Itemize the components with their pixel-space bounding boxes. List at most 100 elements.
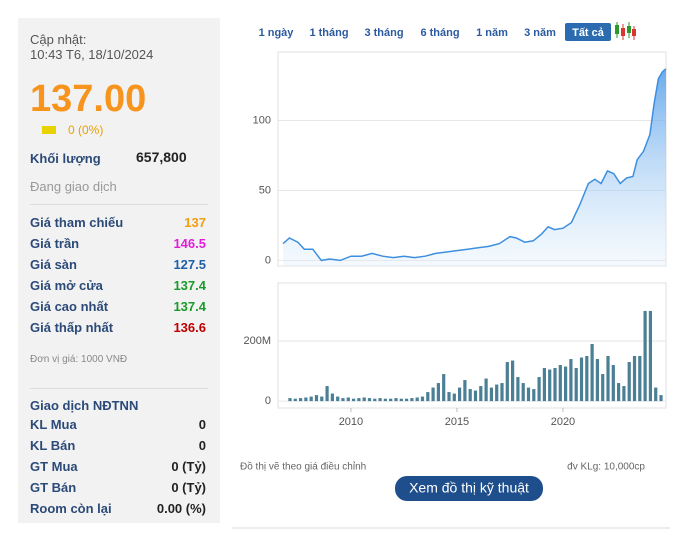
volume-bar [346,397,350,402]
volume-bar [426,392,430,402]
volume-bar [293,398,297,402]
volume-bar [585,356,589,402]
volume-bar [389,398,393,402]
volume-bar [590,343,594,402]
volume-bar [500,383,504,402]
volume-bar [431,387,435,402]
volume-bar [659,395,663,402]
volume-bar [548,369,552,402]
volume-bar [505,362,509,402]
volume-bar [574,368,578,402]
volume-bar [336,396,340,402]
row-label: Room còn lại [30,501,112,516]
volume-bar [564,366,568,402]
footer-note: Đồ thị vẽ theo giá điều chỉnh [240,461,366,473]
volume-bar [463,380,467,402]
row-label: GT Mua [30,459,78,474]
volume-label: Khối lượng [30,151,101,166]
tab[interactable]: 1 ngày [259,27,295,39]
volume-bar [394,398,398,402]
tab[interactable]: 1 năm [476,27,508,39]
row-label: Giá trần [30,236,80,251]
volume-bar [489,387,493,402]
volume-bar [648,310,653,402]
tech-chart-button[interactable] [395,476,543,501]
x-tick-label: 2010 [339,416,363,428]
volume-bar [632,356,637,402]
volume-bar [325,386,329,402]
tab[interactable]: Tất cả [572,27,605,39]
volume-bar [569,359,573,402]
plot-frame [277,282,667,409]
row-label: Giá mở cửa [30,278,103,293]
volume-bar [442,374,446,402]
volume-bar [558,365,562,402]
tech-chart-button-label[interactable]: Xem đồ thị kỹ thuật [409,480,529,496]
volume-bar [357,398,361,402]
row-value: 137.4 [173,299,206,314]
volume-bar [606,356,610,402]
volume-bar [304,397,308,402]
separator [30,204,208,205]
separator [30,388,208,389]
volume-bar [288,398,292,402]
volume-bar [373,398,377,402]
tab[interactable]: 3 tháng [364,27,403,39]
volume-bar [309,396,313,402]
volume-bar [362,397,366,402]
volume-bar [415,397,419,402]
volume-bar [404,398,409,402]
volume-bar [420,396,425,402]
tab[interactable]: 6 tháng [420,27,459,39]
row-label: Giá sàn [30,257,77,272]
volume-bar [314,395,319,402]
row-label: Giá thấp nhất [30,320,114,335]
updated-time: 10:43 T6, 18/10/2024 [30,47,154,62]
volume-bar [468,389,472,402]
volume-bar [595,359,600,402]
volume-bar [654,387,658,402]
volume-bar [622,386,626,402]
row-value: 127.5 [173,257,206,272]
volume-bar [383,398,387,402]
volume-bar [298,398,303,402]
row-value: 137 [184,215,206,230]
row-value: 0 [198,438,206,453]
volume-bar [511,360,515,402]
volume-bar [537,377,541,402]
candle-icon[interactable] [615,22,636,40]
row-label: KL Bán [30,438,76,453]
row-value: 0 (Tỷ) [171,480,206,495]
volume-bar [367,398,372,402]
volume-bar [611,365,615,402]
volume-bar [617,383,621,402]
row-value: 136.6 [173,320,206,335]
volume-bar [436,383,440,402]
volume-bar [638,356,642,402]
row-label: Giá cao nhất [30,299,109,314]
volume-bar [447,392,451,402]
tab[interactable]: 3 năm [524,27,556,39]
volume-bar [473,390,478,402]
volume-bar [484,378,488,402]
volume-bar [351,398,356,402]
row-value: 0 (Tỷ) [171,459,206,474]
ref-icon [42,126,56,134]
price-area [283,68,666,266]
tab-active[interactable] [565,23,611,41]
tab[interactable]: 1 tháng [309,27,348,39]
volume-bar [378,398,382,402]
volume-bar [457,387,462,402]
volume-bar [532,389,536,402]
price-line [282,68,667,262]
y-tick-label: 100 [253,114,271,126]
volume-bar [320,396,324,402]
volume-bar [479,386,483,402]
volume-bar [553,368,557,402]
x-tick-label: 2015 [445,416,469,428]
volume-bar [341,398,345,402]
row-value: 146.5 [173,236,206,251]
sidebar: Cập nhật: 10:43 T6, 18/10/2024 137.00 0 … [18,18,220,523]
